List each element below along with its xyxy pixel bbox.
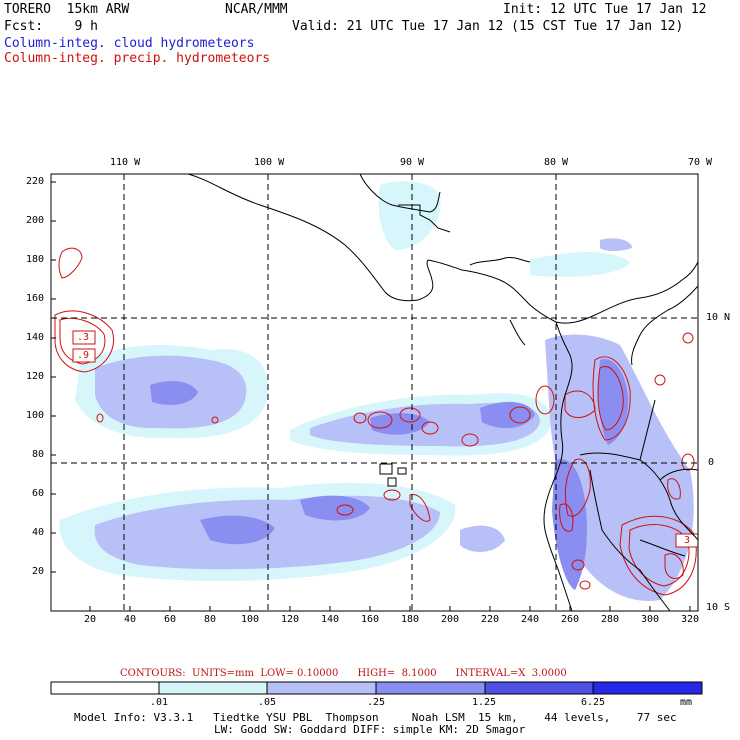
x-label: 320: [681, 614, 700, 625]
y-label: 20: [32, 566, 45, 577]
colorbar-label: 6.25: [581, 697, 606, 708]
x-label: 100: [241, 614, 260, 625]
contour-label-03: .3: [77, 332, 90, 343]
precip-contours: [54, 247, 697, 596]
colorbar-unit: mm: [680, 697, 693, 708]
x-label: 240: [521, 614, 540, 625]
model-info-line2: LW: Godd SW: Goddard DIFF: simple KM: 2D…: [214, 723, 526, 736]
colorbar-label: .25: [367, 697, 386, 708]
colorbar-swatch-3: [375, 681, 486, 695]
y-label: 100: [26, 410, 45, 421]
plot-frame: [50, 173, 699, 612]
contour-label-3: 3: [684, 535, 691, 546]
lon-label-70w: 70 W: [688, 157, 713, 168]
y-label: 200: [26, 215, 45, 226]
organization-label: NCAR/MMM: [225, 2, 288, 17]
x-label: 80: [204, 614, 217, 625]
x-label: 220: [481, 614, 500, 625]
y-label: 120: [26, 371, 45, 382]
lon-label-80w: 80 W: [544, 157, 569, 168]
axis-ticks: [51, 181, 691, 611]
field-precip-label: Column-integ. precip. hydrometeors: [4, 51, 271, 66]
model-info-line1: Model Info: V3.3.1 Tiedtke YSU PBL Thomp…: [74, 711, 677, 724]
x-label: 40: [124, 614, 137, 625]
cloud-field-heavy: [150, 359, 629, 590]
x-label: 200: [441, 614, 460, 625]
x-label: 120: [281, 614, 300, 625]
y-label: 40: [32, 527, 45, 538]
y-label: 160: [26, 293, 45, 304]
y-label: 140: [26, 332, 45, 343]
x-label: 160: [361, 614, 380, 625]
field-cloud-label: Column-integ. cloud hydrometeors: [4, 36, 255, 51]
y-label: 220: [26, 176, 45, 187]
colorbar-label: .05: [258, 697, 277, 708]
lat-lon-grid: [51, 174, 698, 611]
coastlines: [187, 174, 698, 611]
x-label: 20: [84, 614, 97, 625]
colorbar-swatch-5: [592, 681, 703, 695]
init-time: Init: 12 UTC Tue 17 Jan 12: [503, 2, 707, 17]
lat-label-10n: 10 N: [706, 312, 731, 323]
colorbar-swatch-4: [484, 681, 594, 695]
lon-label-90w: 90 W: [400, 157, 425, 168]
y-label: 60: [32, 488, 45, 499]
contours-info: CONTOURS: UNITS=mm LOW= 0.10000 HIGH= 8.…: [120, 668, 567, 679]
colorbar-swatch-2: [266, 681, 377, 695]
colorbar-swatch-1: [158, 681, 268, 695]
x-label: 180: [401, 614, 420, 625]
valid-time: Valid: 21 UTC Tue 17 Jan 12 (15 CST Tue …: [292, 19, 684, 34]
y-label: 180: [26, 254, 45, 265]
lat-label-0: 0: [708, 457, 715, 468]
colorbar-label: .01: [150, 697, 169, 708]
contour-label-09: .9: [77, 350, 90, 361]
colorbar-label: 1.25: [472, 697, 497, 708]
y-label: 80: [32, 449, 45, 460]
colorbar-swatch-0: [50, 681, 160, 695]
colorbar: [50, 681, 703, 695]
x-label: 60: [164, 614, 177, 625]
x-label: 140: [321, 614, 340, 625]
x-label: 280: [601, 614, 620, 625]
lon-label-110w: 110 W: [110, 157, 141, 168]
contour-label-boxes: [72, 330, 698, 548]
model-title: TORERO 15km ARW: [4, 2, 130, 17]
x-label: 260: [561, 614, 580, 625]
x-label: 300: [641, 614, 660, 625]
lon-label-100w: 100 W: [254, 157, 285, 168]
lat-label-10s: 10 S: [706, 602, 731, 613]
forecast-hour: Fcst: 9 h: [4, 19, 98, 34]
